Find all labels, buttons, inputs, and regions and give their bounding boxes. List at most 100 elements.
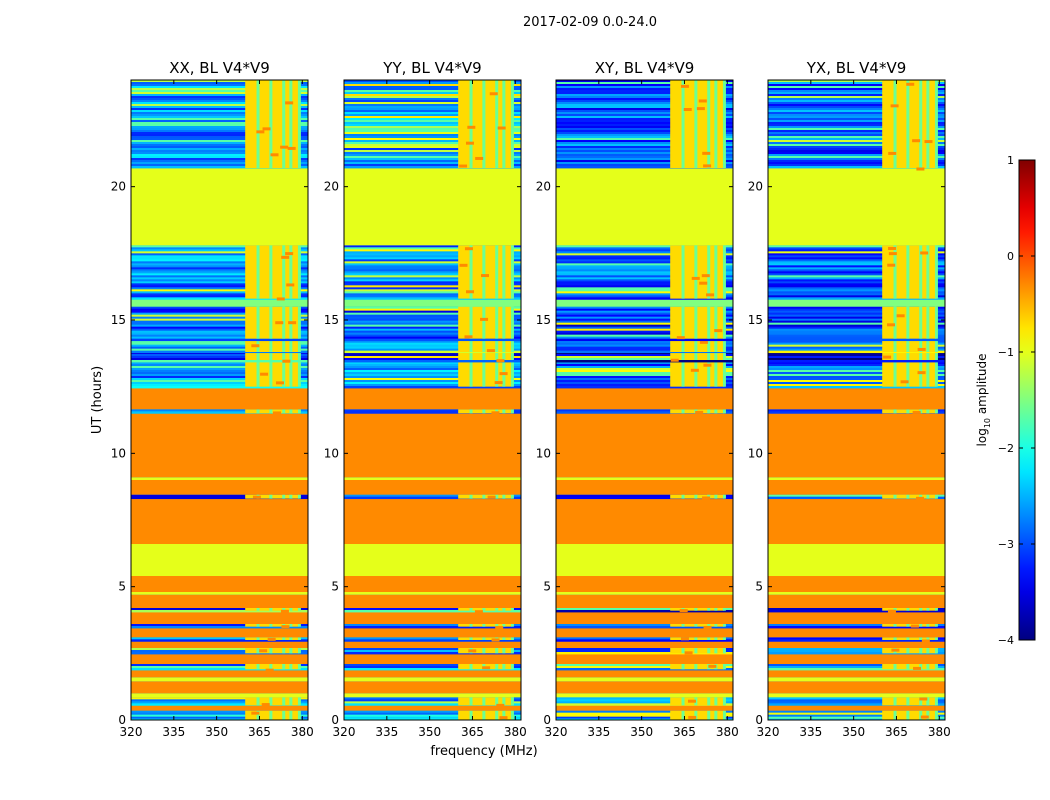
heatmap-row: [344, 112, 521, 115]
rfi-channel: [926, 637, 930, 640]
heatmap-row: [768, 340, 945, 344]
heatmap-row: [768, 718, 945, 720]
heatmap-row: [344, 496, 521, 500]
rfi-channel: [282, 648, 286, 654]
rfi-channel: [502, 494, 506, 499]
rfi-channel: [906, 409, 910, 414]
heatmap-row: [768, 82, 945, 85]
heatmap-row: [344, 701, 521, 704]
heatmap-image: [344, 80, 521, 720]
rfi-speck: [466, 290, 475, 294]
heatmap-row: [344, 664, 521, 667]
heatmap-row: [556, 100, 733, 103]
heatmap-row: [344, 293, 521, 296]
rfi-speck: [286, 283, 295, 287]
heatmap-row: [556, 637, 733, 640]
rfi-channel: [926, 352, 930, 360]
panel-title: XY, BL V4*V9: [595, 59, 695, 77]
heatmap-row: [131, 82, 308, 85]
rfi-channel: [297, 80, 301, 168]
heatmap-row: [344, 267, 521, 270]
rfi-speck: [900, 380, 909, 384]
rfi-channel: [510, 637, 514, 640]
heatmap-row: [556, 251, 733, 254]
heatmap-row: [768, 130, 945, 133]
rfi-channel: [256, 352, 260, 360]
heatmap-row: [768, 376, 945, 379]
rfi-speck: [703, 363, 712, 367]
heatmap-row: [131, 350, 308, 354]
rfi-channel: [934, 409, 938, 414]
rfi-channel: [502, 409, 506, 414]
heatmap-band: [131, 693, 308, 698]
rfi-channel: [694, 624, 698, 627]
y-tick-label: 10: [748, 446, 763, 460]
rfi-channel: [297, 245, 301, 299]
rfi-channel: [893, 352, 897, 360]
rfi-speck: [267, 637, 276, 641]
rfi-channel: [934, 306, 938, 339]
heatmap-band: [131, 480, 308, 495]
heatmap-row: [768, 152, 945, 155]
heatmap-row: [344, 144, 521, 147]
heatmap-row: [556, 384, 733, 387]
heatmap-row: [131, 624, 308, 627]
heatmap-row: [556, 285, 733, 288]
heatmap-row: [556, 140, 733, 143]
rfi-speck: [887, 609, 896, 613]
heatmap-row: [131, 124, 308, 127]
heatmap-band: [556, 669, 733, 678]
rfi-channel: [707, 338, 711, 352]
rfi-channel: [722, 637, 726, 640]
heatmap-row: [556, 102, 733, 105]
rfi-speck: [916, 167, 925, 171]
heatmap-row: [768, 110, 945, 113]
rfi-speck: [252, 495, 261, 499]
rfi-channel: [893, 637, 897, 640]
rfi-channel: [495, 245, 499, 299]
heatmap-row: [556, 267, 733, 270]
heatmap-row: [344, 257, 521, 260]
heatmap-row: [768, 312, 945, 316]
rfi-speck: [499, 716, 508, 720]
rfi-channel: [269, 494, 273, 499]
rfi-channel: [926, 360, 930, 387]
heatmap-row: [768, 652, 945, 655]
heatmap-row: [131, 249, 308, 252]
heatmap-row: [556, 156, 733, 159]
heatmap-row: [131, 376, 308, 379]
rfi-channel: [694, 306, 698, 339]
rfi-channel: [906, 352, 910, 360]
heatmap-row: [131, 271, 308, 274]
heatmap-row: [344, 108, 521, 111]
rfi-speck: [260, 372, 269, 376]
rfi-channel: [694, 360, 698, 387]
heatmap-row: [344, 666, 521, 669]
heatmap-row: [556, 697, 733, 700]
heatmap-row: [344, 316, 521, 320]
rfi-speck: [896, 314, 905, 318]
heatmap-row: [768, 650, 945, 653]
rfi-channel: [510, 608, 514, 611]
heatmap-row: [768, 90, 945, 93]
heatmap-row: [131, 156, 308, 159]
heatmap-row: [768, 356, 945, 359]
heatmap-row: [344, 716, 521, 720]
heatmap-band: [131, 653, 308, 664]
heatmap-band: [556, 677, 733, 682]
heatmap-row: [556, 364, 733, 367]
heatmap-row: [344, 164, 521, 167]
heatmap-row: [344, 275, 521, 278]
rfi-speck: [459, 263, 468, 267]
heatmap-row: [344, 271, 521, 274]
heatmap-row: [131, 360, 308, 363]
heatmap-row: [344, 295, 521, 298]
heatmap-row: [768, 411, 945, 414]
heatmap-row: [768, 251, 945, 254]
rfi-speck: [468, 649, 477, 653]
heatmap-row: [768, 350, 945, 354]
heatmap-row: [344, 96, 521, 99]
heatmap-row: [768, 148, 945, 151]
heatmap-row: [131, 108, 308, 111]
heatmap-row: [131, 287, 308, 290]
